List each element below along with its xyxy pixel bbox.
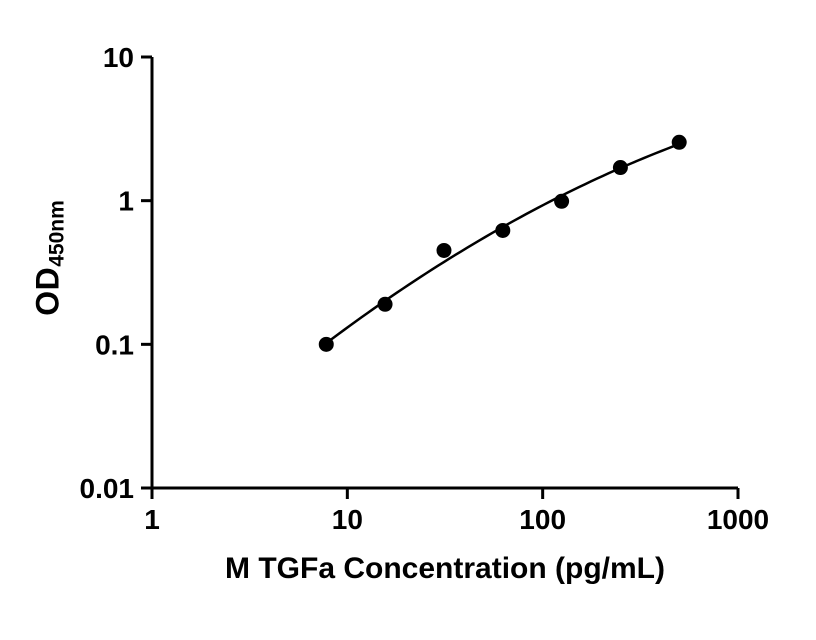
data-point-marker [612,160,628,176]
x-tick-label: 10 [332,504,363,535]
x-axis-title: M TGFa Concentration (pg/mL) [225,552,665,585]
data-point-marker [495,222,511,238]
data-point-marker [554,193,570,209]
x-tick-label: 1 [144,504,160,535]
y-tick-label: 0.1 [95,329,134,360]
data-point-marker [318,336,334,352]
data-point-marker [671,134,687,150]
y-axis-title: OD450nm [29,200,69,316]
data-point-marker [436,242,452,258]
x-tick-label: 100 [519,504,566,535]
standard-curve-fit-line [325,142,681,345]
y-axis-title-main: OD [29,266,66,316]
data-point-marker [377,296,393,312]
y-tick-label: 0.01 [80,473,135,504]
y-tick-label: 10 [103,42,134,73]
x-tick-label: 1000 [707,504,769,535]
y-axis-title-subscript: 450nm [45,200,69,267]
y-tick-label: 1 [118,186,134,217]
